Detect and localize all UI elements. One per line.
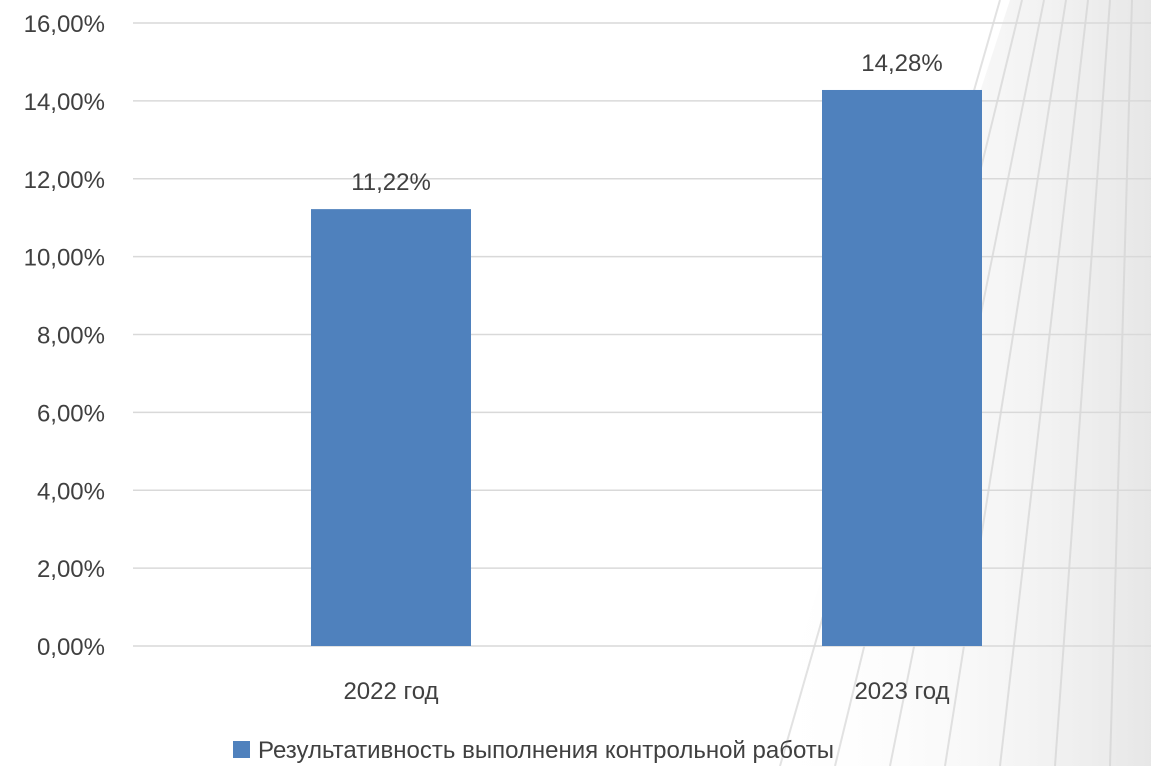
y-tick-label: 8,00% (37, 323, 105, 350)
y-tick-label: 4,00% (37, 478, 105, 505)
y-tick-label: 0,00% (37, 634, 105, 661)
legend-label: Результативность выполнения контрольной … (258, 737, 834, 764)
bar (822, 89, 982, 646)
x-tick-label: 2023 год (854, 678, 949, 705)
x-axis-tick-labels: 2022 год 2023 год (343, 678, 949, 705)
data-labels: 11,22% 14,28% (351, 50, 943, 196)
data-label: 14,28% (861, 50, 942, 77)
bar (311, 209, 471, 646)
y-tick-label: 6,00% (37, 400, 105, 427)
background-stripe (999, 0, 1089, 766)
data-label: 11,22% (351, 169, 431, 196)
legend-swatch (233, 741, 250, 758)
y-tick-label: 14,00% (24, 89, 105, 116)
x-tick-label: 2022 год (343, 678, 438, 705)
background-stripe (1109, 0, 1133, 766)
background-stripe (1054, 0, 1111, 766)
y-axis-tick-labels: 0,00% 2,00% 4,00% 6,00% 8,00% 10,00% 12,00% 14,… (24, 11, 105, 661)
legend: Результативность выполнения контрольной … (233, 737, 834, 764)
y-tick-label: 16,00% (24, 11, 105, 38)
y-tick-label: 10,00% (24, 245, 105, 272)
bars (311, 89, 982, 646)
y-tick-label: 12,00% (24, 167, 105, 194)
y-tick-label: 2,00% (37, 556, 105, 583)
